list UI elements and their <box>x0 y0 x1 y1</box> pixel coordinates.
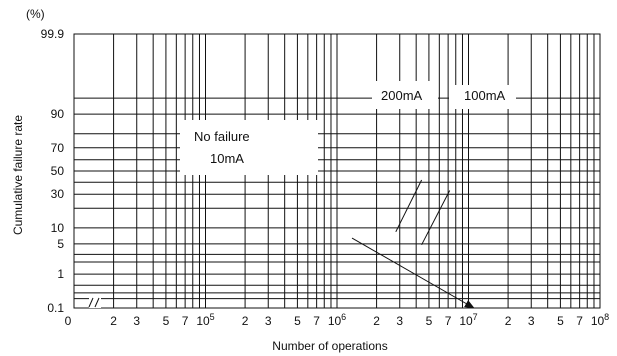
label-100ma: 100mA <box>464 88 506 103</box>
no-failure-label-box <box>180 120 318 175</box>
x-tick-label: 3 <box>133 314 140 328</box>
grid <box>73 33 601 309</box>
y-tick-label: 70 <box>51 141 65 155</box>
label-200ma-box <box>372 81 438 109</box>
x-tick-label: 2 <box>373 314 380 328</box>
x-tick-label: 107 <box>459 312 477 328</box>
x-tick-label: 0 <box>65 314 72 328</box>
y-tick-label: 30 <box>51 187 65 201</box>
x-tick-label: 3 <box>528 314 535 328</box>
y-tick-label: 90 <box>51 107 65 121</box>
no-failure-label: No failure <box>194 129 250 144</box>
x-tick-label: 3 <box>265 314 272 328</box>
series-lines <box>351 179 475 309</box>
x-tick-label: 5 <box>557 314 564 328</box>
y-unit: (%) <box>26 7 45 21</box>
y-tick-label: 50 <box>51 164 65 178</box>
x-tick-labels: 0 2 3 5 7 105 2 3 5 7 106 2 3 5 7 107 2 3 5 7 108 <box>65 312 610 328</box>
label-10ma: 10mA <box>210 151 244 166</box>
x-tick-label: 7 <box>182 314 189 328</box>
x-axis-title: Number of operations <box>272 339 387 353</box>
series-line-10ma <box>351 237 475 309</box>
series-line-100ma <box>421 190 451 246</box>
x-tick-label: 106 <box>328 312 346 328</box>
x-tick-label: 7 <box>445 314 452 328</box>
x-tick-label: 7 <box>576 314 583 328</box>
x-tick-label: 2 <box>242 314 249 328</box>
label-100ma-box <box>449 85 516 109</box>
y-tick-labels: 99.9 90 70 50 30 10 5 1 0.1 <box>41 27 65 315</box>
x-tick-label: 5 <box>163 314 170 328</box>
x-tick-label: 108 <box>591 312 609 328</box>
series-line-200ma <box>395 179 423 233</box>
x-tick-label: 2 <box>505 314 512 328</box>
x-tick-label: 2 <box>110 314 117 328</box>
x-tick-label: 7 <box>313 314 320 328</box>
axis-break-marks <box>88 296 101 308</box>
y-tick-label: 1 <box>57 267 64 281</box>
x-tick-label: 5 <box>294 314 301 328</box>
y-tick-label: 5 <box>57 237 64 251</box>
plot-frame <box>73 33 601 309</box>
x-tick-label: 5 <box>426 314 433 328</box>
y-axis-title: Cumulative failure rate <box>11 115 25 235</box>
y-tick-label: 10 <box>51 221 65 235</box>
label-200ma: 200mA <box>381 88 423 103</box>
y-tick-label: 99.9 <box>41 27 65 41</box>
x-tick-label: 3 <box>396 314 403 328</box>
x-tick-label: 105 <box>196 312 214 328</box>
y-tick-label: 0.1 <box>47 301 64 315</box>
